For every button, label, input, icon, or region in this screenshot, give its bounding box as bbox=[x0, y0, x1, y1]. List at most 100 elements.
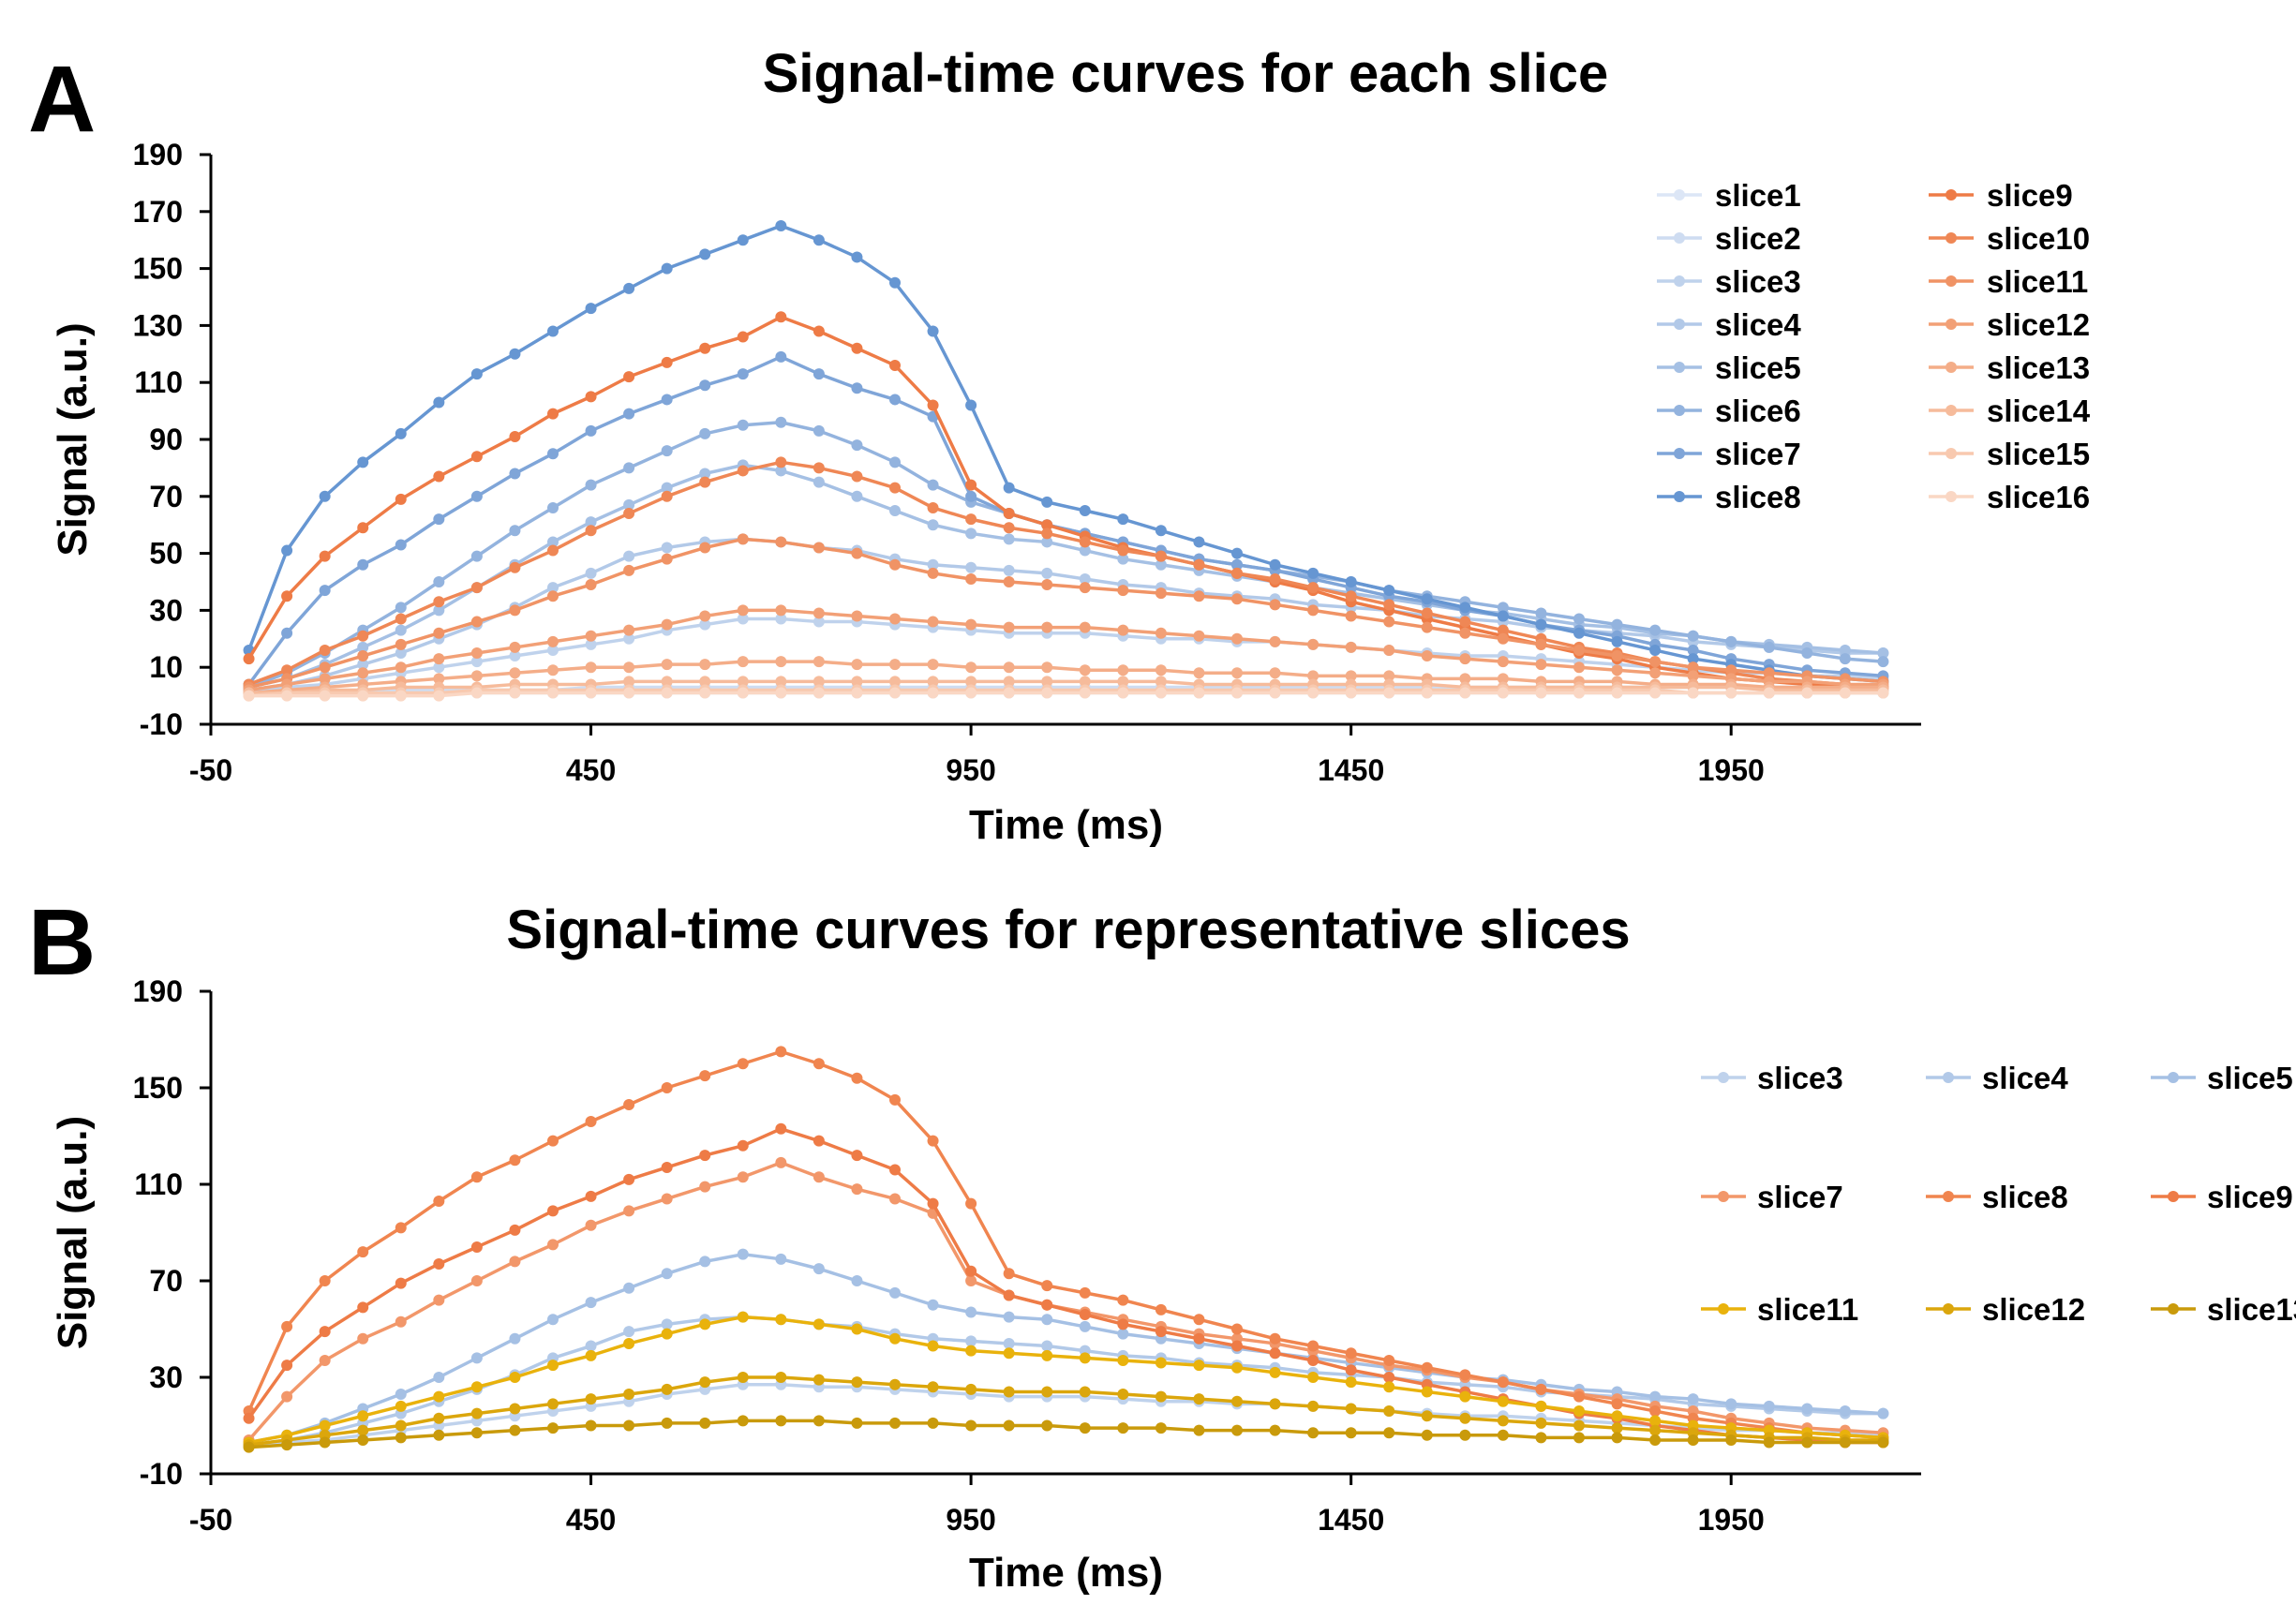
data-point bbox=[1345, 1427, 1357, 1439]
data-point bbox=[1839, 644, 1851, 656]
legend-swatch-marker bbox=[1674, 319, 1685, 330]
data-point bbox=[699, 1417, 711, 1429]
data-point bbox=[661, 356, 673, 368]
data-point bbox=[509, 650, 521, 662]
data-point bbox=[395, 624, 407, 636]
data-point bbox=[661, 1161, 673, 1173]
legend-swatch-marker bbox=[1718, 1072, 1729, 1083]
data-point bbox=[1231, 1323, 1243, 1335]
series-line bbox=[247, 460, 1884, 690]
series-line bbox=[248, 1252, 1884, 1445]
data-point bbox=[1003, 1419, 1015, 1432]
data-point bbox=[623, 1419, 635, 1432]
data-point bbox=[1117, 1354, 1129, 1366]
legend-label: slice5 bbox=[2207, 1061, 2293, 1095]
data-point bbox=[1383, 670, 1395, 682]
data-point bbox=[1877, 687, 1889, 699]
data-point bbox=[509, 667, 521, 679]
data-point bbox=[1535, 659, 1547, 671]
data-point bbox=[1003, 1386, 1015, 1398]
data-point bbox=[851, 439, 863, 452]
data-point bbox=[775, 1156, 787, 1168]
x-tick-label: 450 bbox=[566, 1503, 616, 1537]
data-point bbox=[699, 1070, 711, 1082]
data-point bbox=[357, 690, 369, 702]
data-point bbox=[1155, 525, 1167, 537]
data-point bbox=[547, 325, 559, 337]
data-point bbox=[433, 673, 445, 685]
series-slice7 bbox=[243, 1156, 1889, 1446]
data-point bbox=[737, 465, 749, 477]
data-point bbox=[1763, 1436, 1775, 1449]
data-point bbox=[1497, 1395, 1509, 1407]
data-point bbox=[737, 331, 749, 343]
data-point bbox=[470, 550, 483, 562]
data-point bbox=[1611, 618, 1623, 631]
data-point bbox=[1003, 661, 1015, 674]
legend-label: slice2 bbox=[1715, 221, 1801, 256]
data-point bbox=[470, 1381, 483, 1393]
data-point bbox=[775, 687, 787, 699]
legend-item-slice5: slice5 bbox=[2151, 1061, 2293, 1095]
data-point bbox=[509, 468, 521, 480]
legend-swatch-marker bbox=[1946, 405, 1957, 416]
data-point bbox=[775, 311, 787, 323]
data-point bbox=[737, 613, 749, 625]
data-point bbox=[623, 676, 635, 688]
data-point bbox=[585, 516, 597, 528]
data-point bbox=[1041, 1280, 1053, 1292]
data-point bbox=[851, 1072, 863, 1084]
data-point bbox=[699, 1181, 711, 1193]
legend-label: slice15 bbox=[1987, 437, 2090, 471]
data-point bbox=[851, 1183, 863, 1196]
data-point bbox=[470, 687, 483, 699]
data-point bbox=[1079, 505, 1091, 516]
legend-swatch-marker bbox=[1674, 362, 1685, 373]
data-point bbox=[1307, 1400, 1319, 1412]
legend-item-slice11: slice11 bbox=[1701, 1292, 1858, 1327]
data-point bbox=[1231, 593, 1243, 605]
data-point bbox=[1041, 1314, 1053, 1326]
data-point bbox=[319, 1419, 331, 1432]
data-point bbox=[1611, 635, 1623, 647]
data-point bbox=[433, 1429, 445, 1441]
series-slice13 bbox=[243, 1415, 1889, 1453]
data-point bbox=[623, 632, 635, 645]
data-point bbox=[433, 513, 445, 526]
data-point bbox=[1231, 1395, 1243, 1407]
data-point bbox=[1117, 624, 1129, 636]
data-point bbox=[775, 456, 787, 468]
data-point bbox=[433, 627, 445, 639]
data-point bbox=[243, 1412, 255, 1424]
legend-label: slice7 bbox=[1715, 437, 1801, 471]
data-point bbox=[547, 635, 559, 647]
data-point bbox=[1877, 1436, 1889, 1449]
legend-swatch-marker bbox=[1946, 319, 1957, 330]
x-axis-label: Time (ms) bbox=[969, 1550, 1163, 1596]
data-point bbox=[1459, 1412, 1471, 1424]
data-point bbox=[1003, 1347, 1015, 1360]
data-point bbox=[813, 424, 825, 437]
data-point bbox=[965, 1335, 977, 1347]
data-point bbox=[1611, 650, 1623, 662]
data-point bbox=[1649, 667, 1662, 679]
data-point bbox=[1459, 673, 1471, 685]
legend-label: slice9 bbox=[2207, 1180, 2293, 1214]
data-point bbox=[775, 465, 787, 477]
data-point bbox=[433, 1390, 445, 1403]
data-point bbox=[851, 251, 863, 263]
data-point bbox=[623, 1099, 635, 1111]
data-point bbox=[623, 282, 635, 294]
data-point bbox=[813, 616, 825, 628]
data-point bbox=[547, 590, 559, 602]
legend-item-slice16: slice16 bbox=[1929, 480, 2090, 514]
data-point bbox=[547, 1422, 559, 1434]
data-point bbox=[1307, 687, 1319, 699]
data-point bbox=[319, 1436, 331, 1449]
data-point bbox=[813, 1318, 825, 1330]
y-tick-label: 10 bbox=[149, 650, 183, 684]
data-point bbox=[1193, 1314, 1205, 1326]
data-point bbox=[699, 659, 711, 671]
y-tick-label: 190 bbox=[133, 974, 183, 1008]
data-point bbox=[357, 1246, 369, 1258]
